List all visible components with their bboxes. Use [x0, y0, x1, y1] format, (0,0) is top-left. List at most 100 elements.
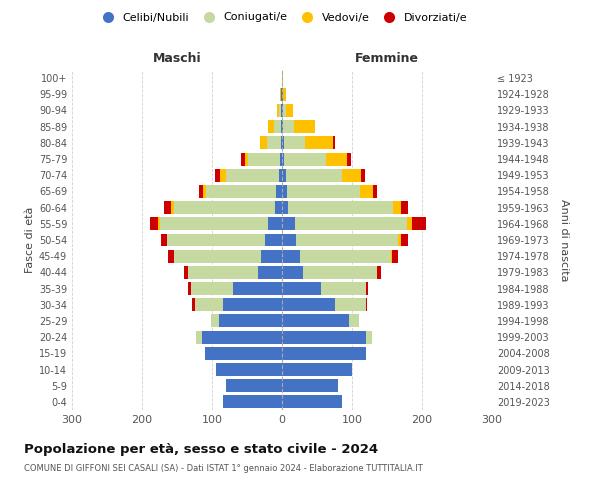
Bar: [245, 152, 248, 166]
Bar: [172, 201, 173, 214]
Bar: [194, 298, 223, 311]
Bar: [261, 250, 282, 262]
Bar: [281, 136, 282, 149]
Y-axis label: Fasce di età: Fasce di età: [25, 207, 35, 273]
Bar: [187, 282, 191, 295]
Text: COMUNE DI GIFFONI SEI CASALI (SA) - Dati ISTAT 1° gennaio 2024 - Elaborazione TU: COMUNE DI GIFFONI SEI CASALI (SA) - Dati…: [24, 464, 423, 473]
Bar: [233, 282, 282, 295]
Bar: [361, 185, 373, 198]
Bar: [282, 314, 349, 328]
Bar: [392, 250, 398, 262]
Bar: [283, 120, 294, 133]
Bar: [407, 218, 412, 230]
Bar: [206, 185, 277, 198]
Bar: [268, 120, 274, 133]
Bar: [226, 379, 282, 392]
Bar: [274, 120, 281, 133]
Bar: [286, 104, 293, 117]
Bar: [295, 218, 407, 230]
Bar: [248, 152, 280, 166]
Bar: [366, 330, 371, 344]
Bar: [366, 298, 367, 311]
Y-axis label: Anni di nascita: Anni di nascita: [559, 198, 569, 281]
Bar: [282, 379, 338, 392]
Bar: [282, 120, 283, 133]
Bar: [184, 266, 187, 279]
Bar: [283, 104, 286, 117]
Bar: [361, 169, 365, 181]
Bar: [392, 201, 401, 214]
Bar: [260, 136, 266, 149]
Bar: [282, 282, 320, 295]
Bar: [191, 282, 233, 295]
Bar: [280, 152, 282, 166]
Text: Maschi: Maschi: [152, 52, 202, 65]
Bar: [282, 298, 335, 311]
Bar: [349, 314, 359, 328]
Bar: [282, 330, 366, 344]
Bar: [223, 396, 282, 408]
Bar: [187, 266, 257, 279]
Bar: [215, 363, 282, 376]
Bar: [219, 314, 282, 328]
Bar: [281, 88, 282, 101]
Bar: [294, 120, 315, 133]
Bar: [333, 136, 335, 149]
Bar: [341, 169, 361, 181]
Bar: [281, 104, 282, 117]
Bar: [391, 250, 392, 262]
Bar: [161, 234, 167, 246]
Bar: [280, 88, 281, 101]
Bar: [173, 201, 275, 214]
Bar: [366, 282, 368, 295]
Bar: [279, 104, 281, 117]
Bar: [215, 169, 220, 181]
Bar: [284, 152, 326, 166]
Bar: [202, 330, 282, 344]
Bar: [282, 234, 296, 246]
Bar: [277, 104, 279, 117]
Bar: [220, 169, 226, 181]
Bar: [282, 72, 283, 85]
Text: Popolazione per età, sesso e stato civile - 2024: Popolazione per età, sesso e stato civil…: [24, 442, 378, 456]
Bar: [320, 282, 366, 295]
Bar: [275, 201, 282, 214]
Bar: [335, 298, 366, 311]
Bar: [398, 234, 401, 246]
Bar: [282, 396, 341, 408]
Bar: [223, 298, 282, 311]
Bar: [326, 152, 347, 166]
Bar: [401, 201, 408, 214]
Bar: [241, 152, 245, 166]
Bar: [168, 250, 173, 262]
Bar: [282, 250, 299, 262]
Bar: [282, 347, 366, 360]
Bar: [173, 250, 261, 262]
Bar: [150, 218, 158, 230]
Bar: [278, 169, 282, 181]
Bar: [286, 169, 341, 181]
Bar: [268, 218, 282, 230]
Bar: [282, 136, 284, 149]
Bar: [164, 201, 172, 214]
Text: Femmine: Femmine: [355, 52, 419, 65]
Bar: [284, 136, 305, 149]
Bar: [296, 234, 398, 246]
Bar: [193, 298, 194, 311]
Bar: [299, 250, 391, 262]
Bar: [281, 120, 282, 133]
Bar: [282, 266, 303, 279]
Legend: Celibi/Nubili, Coniugati/e, Vedovi/e, Divorziati/e: Celibi/Nubili, Coniugati/e, Vedovi/e, Di…: [92, 8, 472, 27]
Bar: [282, 201, 287, 214]
Bar: [373, 185, 377, 198]
Bar: [158, 218, 160, 230]
Bar: [277, 185, 282, 198]
Bar: [257, 266, 282, 279]
Bar: [266, 136, 281, 149]
Bar: [282, 88, 283, 101]
Bar: [287, 201, 392, 214]
Bar: [283, 88, 286, 101]
Bar: [401, 234, 408, 246]
Bar: [203, 185, 206, 198]
Bar: [199, 185, 203, 198]
